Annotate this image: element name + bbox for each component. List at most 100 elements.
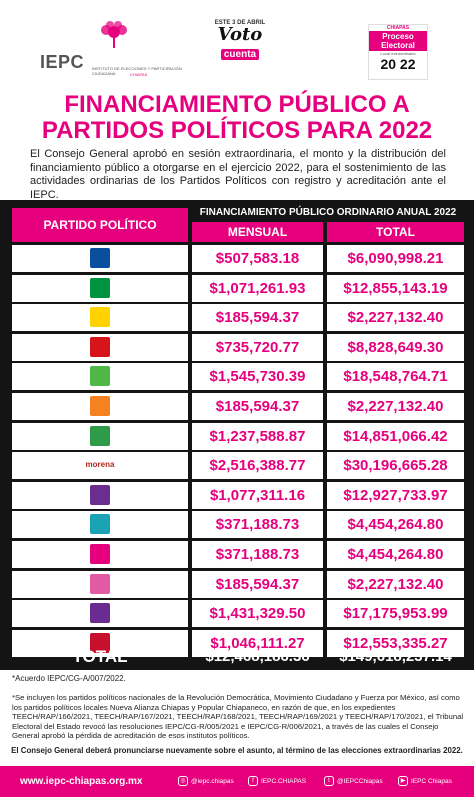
party-logo-icon <box>90 603 110 624</box>
table-row: $1,077,311.16 $12,927,733.97 <box>12 481 464 511</box>
table-row: $735,720.77 $8,828,649.30 <box>12 333 464 363</box>
monthly-value: $507,583.18 <box>192 245 323 272</box>
total-monthly-value: $12,468,186.36 <box>205 648 310 665</box>
party-logo-icon <box>90 632 110 653</box>
monthly-value: $1,077,311.16 <box>192 481 323 509</box>
youtube-icon: ▶ <box>398 776 408 787</box>
voto-main-text: Voto <box>217 24 263 45</box>
party-cell <box>12 245 188 272</box>
annual-total-value: $2,227,132.40 <box>327 304 464 332</box>
annual-total-value: $12,553,335.27 <box>327 629 464 657</box>
party-logo-icon <box>90 543 110 564</box>
party-cell <box>12 274 188 302</box>
monthly-value: $371,188.73 <box>192 540 323 568</box>
table-row: $507,583.18 $6,090,998.21 <box>12 244 464 274</box>
party-logo-icon: morena <box>84 455 116 476</box>
twitter-icon: t <box>324 776 334 787</box>
party-cell <box>12 392 188 420</box>
annual-total-value: $17,175,953.99 <box>327 600 464 628</box>
table-row: $1,046,111.27 $12,553,335.27 <box>12 629 464 659</box>
party-cell <box>12 570 188 598</box>
table-row: $1,237,588.87 $14,851,066.42 <box>12 422 464 452</box>
proceso-sub: Local extraordinario <box>380 51 416 56</box>
annual-total-value: $8,828,649.30 <box>327 333 464 361</box>
closing-statement: El Consejo General deberá pronunciarse n… <box>11 746 463 755</box>
table-row: $371,188.73 $4,454,264.80 <box>12 510 464 540</box>
monthly-value: $185,594.37 <box>192 392 323 420</box>
party-logo-icon <box>90 573 110 594</box>
financing-table: PARTIDO POLÍTICO FINANCIAMIENTO PÚBLICO … <box>0 200 474 670</box>
facebook-link[interactable]: f IEPC.CHIAPAS <box>248 766 306 797</box>
table-row: $185,594.37 $2,227,132.40 <box>12 392 464 422</box>
table-row: $185,594.37 $2,227,132.40 <box>12 570 464 600</box>
iepc-state: CHIAPAS <box>130 72 148 77</box>
party-logo-icon <box>90 277 110 298</box>
party-cell <box>12 600 188 628</box>
title-line-1: FINANCIAMIENTO PÚBLICO A <box>64 91 410 118</box>
page-title: FINANCIAMIENTO PÚBLICO A PARTIDOS POLÍTI… <box>0 92 474 144</box>
youtube-handle: IEPC Chiapas <box>411 778 452 785</box>
monthly-value: $185,594.37 <box>192 570 323 598</box>
monthly-value: $2,516,388.77 <box>192 452 323 480</box>
party-cell <box>12 333 188 361</box>
table-row: $1,545,730.39 $18,548,764.71 <box>12 362 464 392</box>
annual-total-value: $18,548,764.71 <box>327 363 464 391</box>
instagram-icon: ◎ <box>178 776 188 787</box>
party-cell <box>12 422 188 450</box>
instagram-link[interactable]: ◎ @iepc.chiapas <box>178 766 234 797</box>
party-cell <box>12 511 188 539</box>
voto-cuenta-badge: cuenta <box>220 49 260 60</box>
header: IEPC INSTITUTO DE ELECCIONES Y PARTICIPA… <box>0 18 474 80</box>
annual-total-value: $12,855,143.19 <box>327 274 464 302</box>
proceso-year: 20 22 <box>380 56 416 72</box>
column-header-party: PARTIDO POLÍTICO <box>12 208 188 242</box>
iepc-logo[interactable]: IEPC INSTITUTO DE ELECCIONES Y PARTICIPA… <box>40 21 190 78</box>
annual-total-value: $30,196,665.28 <box>327 452 464 480</box>
annual-total-value: $4,454,264.80 <box>327 511 464 539</box>
party-cell <box>12 304 188 332</box>
annual-total-value: $6,090,998.21 <box>327 245 464 272</box>
proceso-state: CHIAPAS <box>386 25 410 31</box>
party-logo-icon <box>90 395 110 416</box>
annual-total-value: $12,927,733.97 <box>327 481 464 509</box>
instagram-handle: @iepc.chiapas <box>191 778 234 785</box>
youtube-link[interactable]: ▶ IEPC Chiapas <box>398 766 452 797</box>
party-logo-icon <box>90 366 110 387</box>
table-row: $185,594.37 $2,227,132.40 <box>12 303 464 333</box>
monthly-value: $1,046,111.27 <box>192 629 323 657</box>
voto-cuenta-logo: ESTE 3 DE ABRIL Voto cuenta <box>212 20 268 80</box>
facebook-icon: f <box>248 776 258 787</box>
table-body: $507,583.18 $6,090,998.21 $1,071,261.93 $12… <box>12 244 464 658</box>
party-cell <box>12 481 188 509</box>
monthly-value: $1,071,261.93 <box>192 274 323 302</box>
table-row: morena $2,516,388.77 $30,196,665.28 <box>12 451 464 481</box>
twitter-handle: @IEPCChiapas <box>337 778 383 785</box>
party-logo-icon <box>90 307 110 328</box>
column-header-monthly: MENSUAL <box>192 222 323 242</box>
title-line-2: PARTIDOS POLÍTICOS PARA 2022 <box>41 117 433 144</box>
monthly-value: $735,720.77 <box>192 333 323 361</box>
annual-total-value: $4,454,264.80 <box>327 540 464 568</box>
footnote: *Se incluyen los partidos políticos naci… <box>12 693 464 741</box>
monthly-value: $185,594.37 <box>192 304 323 332</box>
proceso-electoral-logo: CHIAPAS Proceso Electoral Local extraord… <box>368 24 428 80</box>
party-cell: morena <box>12 452 188 480</box>
party-logo-icon <box>90 484 110 505</box>
acuerdo-reference: *Acuerdo IEPC/CG-A/007/2022. <box>12 674 126 683</box>
column-header-total: TOTAL <box>327 222 464 242</box>
proceso-title: Proceso Electoral <box>369 31 427 51</box>
voto-date: ESTE 3 DE ABRIL <box>214 20 266 26</box>
annual-total-value: $14,851,066.42 <box>327 422 464 450</box>
website-link[interactable]: www.iepc-chiapas.org.mx <box>20 776 143 787</box>
twitter-link[interactable]: t @IEPCChiapas <box>324 766 383 797</box>
total-label: TOTAL <box>72 647 128 666</box>
monthly-value: $371,188.73 <box>192 511 323 539</box>
monthly-value: $1,237,588.87 <box>192 422 323 450</box>
party-logo-icon <box>90 336 110 357</box>
annual-total-value: $2,227,132.40 <box>327 392 464 420</box>
table-row: $1,071,261.93 $12,855,143.19 <box>12 274 464 304</box>
table-total-row: TOTAL $12,468,186.36 $149,618,237.14 <box>12 646 464 668</box>
column-header-financing: FINANCIAMIENTO PÚBLICO ORDINARIO ANUAL 2… <box>199 207 457 218</box>
party-cell <box>12 629 188 657</box>
iepc-logo-text: IEPC <box>40 52 85 72</box>
